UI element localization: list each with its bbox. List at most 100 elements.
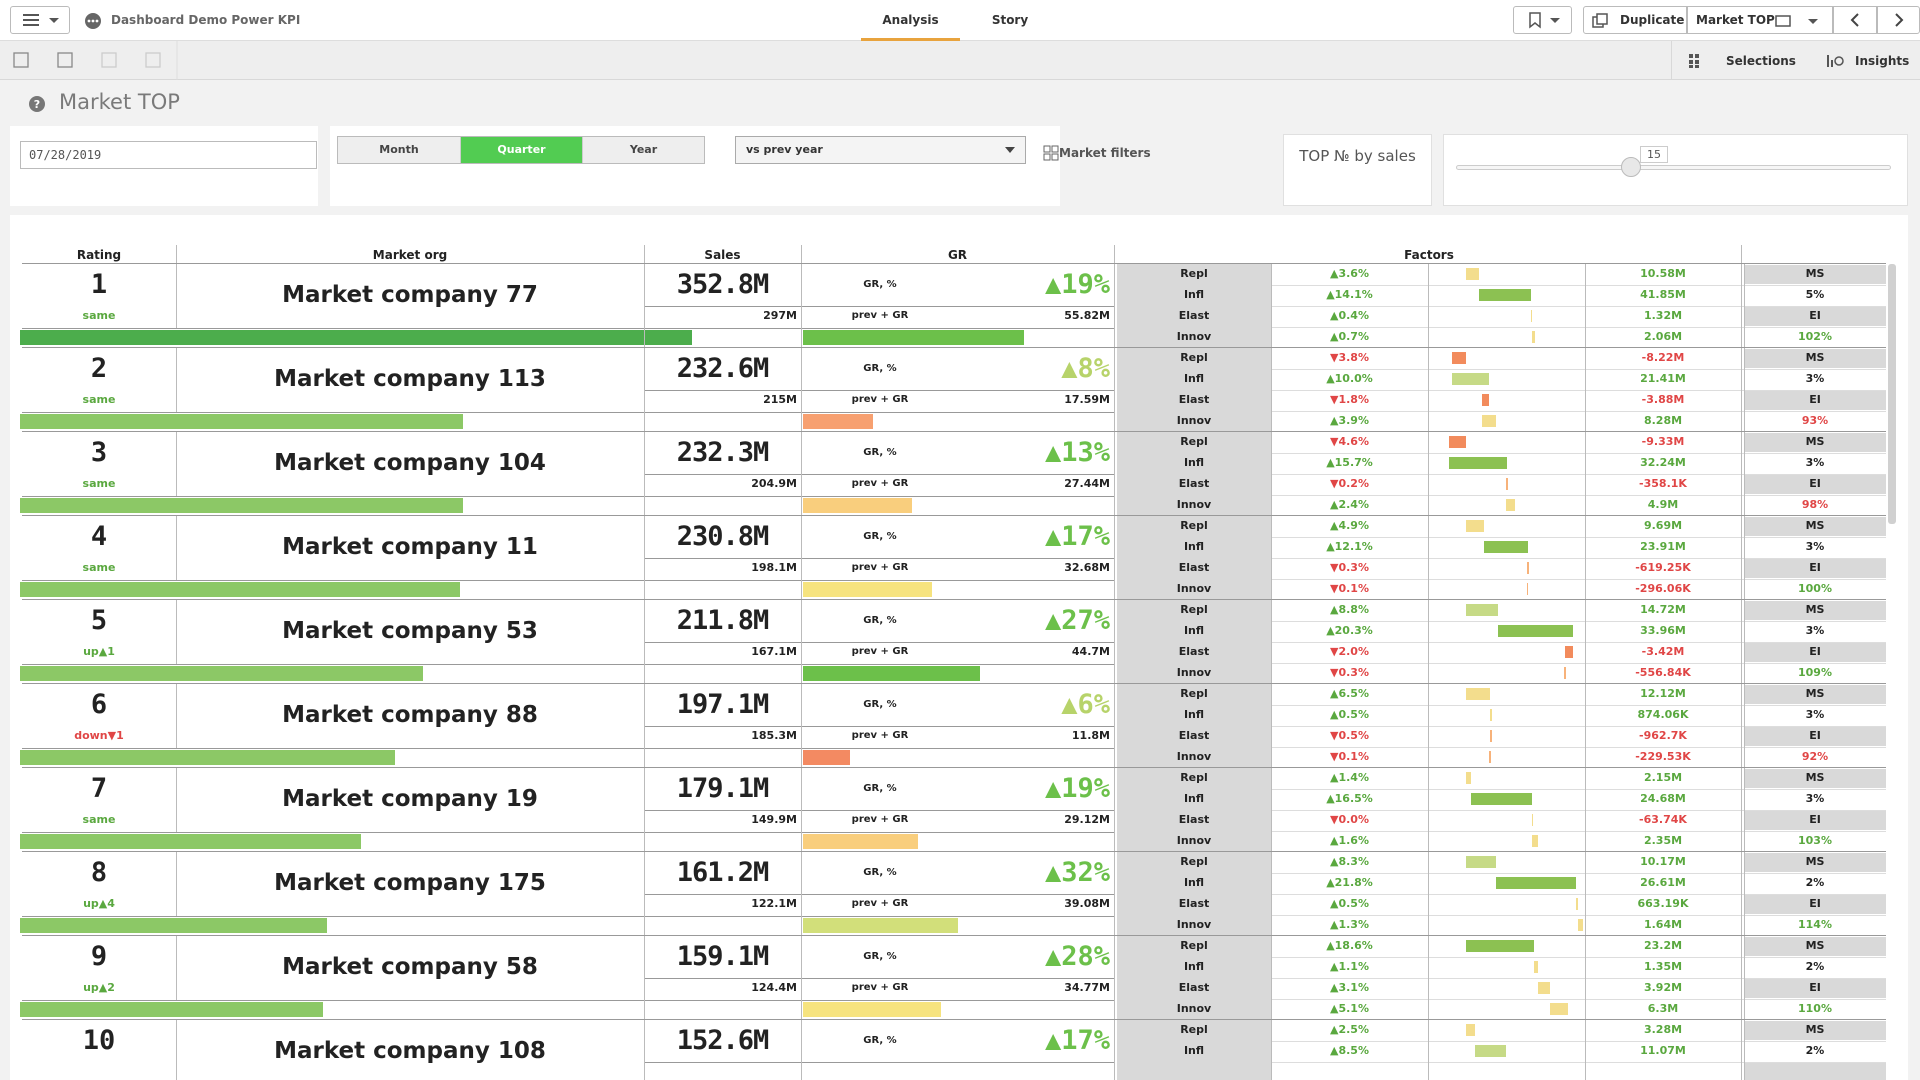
grid-line: [644, 810, 1114, 811]
grid-line: [1741, 1020, 1742, 1080]
ms-value: 3%: [1744, 452, 1886, 474]
factor-pct: ▲5.1%: [1271, 998, 1428, 1020]
selection-tools: [0, 41, 180, 80]
gr-bar: [803, 918, 958, 933]
grid-line: [1741, 684, 1742, 768]
grid-line: [1585, 516, 1586, 600]
date-input[interactable]: 07/28/2019: [20, 141, 317, 169]
tab-story[interactable]: Story: [960, 0, 1060, 41]
factor-value: 1.64M: [1585, 914, 1741, 936]
selections-button[interactable]: Selections: [1726, 54, 1796, 68]
rating-change: up▲4: [22, 893, 176, 915]
date-panel: 07/28/2019: [10, 126, 318, 206]
factor-bar: [1496, 877, 1576, 889]
grid-line: [1585, 432, 1586, 516]
gr-value: ▲6%: [960, 678, 1110, 732]
factor-bar: [1479, 289, 1531, 301]
grid-line: [1744, 936, 1745, 1020]
prev-sheet[interactable]: [1833, 6, 1877, 34]
gr-bar: [803, 750, 850, 765]
sheet-label: Market TOP: [1696, 13, 1775, 27]
gr-value: ▲32%: [960, 846, 1110, 900]
factor-value: 32.24M: [1585, 452, 1741, 474]
tab-analysis[interactable]: Analysis: [861, 0, 960, 41]
factor-bar: [1489, 751, 1491, 763]
ms-label: MS: [1744, 431, 1886, 453]
slider-thumb[interactable]: [1621, 157, 1641, 177]
gr-delta: 55.82M: [960, 305, 1110, 327]
grid-line: [176, 516, 177, 580]
factor-name: Repl: [1117, 935, 1271, 957]
factor-bar: [1482, 394, 1489, 406]
sales: 352.8M: [644, 258, 801, 312]
prev-sales: 149.9M: [644, 809, 797, 831]
factor-pct: ▲0.7%: [1271, 326, 1428, 348]
gr-delta: 32.68M: [960, 557, 1110, 579]
grid-line: [1114, 852, 1115, 936]
period-button[interactable]: Quarter: [460, 137, 582, 163]
grid-line: [644, 390, 1114, 391]
sheet-button[interactable]: Market TOP: [1687, 6, 1833, 34]
factor-name: Repl: [1117, 851, 1271, 873]
factor-pct: ▲16.5%: [1271, 788, 1428, 810]
factor-bar: [1498, 625, 1573, 637]
period-button[interactable]: Month: [338, 137, 460, 163]
factor-name: Innov: [1117, 578, 1271, 600]
factor-name: Repl: [1117, 683, 1271, 705]
grid-line: [1271, 936, 1272, 1020]
grid-line: [176, 936, 177, 1000]
grid-line: [1744, 432, 1745, 516]
factor-bar: [1466, 856, 1496, 868]
prev-gr-label: prev + GR: [820, 474, 940, 494]
market-filters[interactable]: Market filters: [1059, 146, 1151, 160]
gr-delta: 34.77M: [960, 977, 1110, 999]
toolbar: Selections Insights: [0, 41, 1920, 80]
company-name: Market company 88: [176, 692, 644, 738]
factor-pct: ▲2.5%: [1271, 1019, 1428, 1041]
factor-pct: ▲8.8%: [1271, 599, 1428, 621]
factor-bar: [1527, 562, 1529, 574]
next-sheet[interactable]: [1877, 6, 1920, 34]
factor-pct: ▼0.0%: [1271, 809, 1428, 831]
grid-line: [1585, 936, 1586, 1020]
ms-label: MS: [1744, 599, 1886, 621]
grid-line: [1114, 600, 1115, 684]
grid-line: [1271, 264, 1272, 348]
gr-bar: [803, 666, 980, 681]
ei-value: 100%: [1744, 578, 1886, 600]
rating: 1: [22, 258, 176, 312]
grid-line: [1741, 768, 1742, 852]
bookmark-button[interactable]: [1513, 6, 1572, 34]
company-name: Market company 108: [176, 1028, 644, 1074]
factor-name: Infl: [1117, 956, 1271, 978]
gr-bar: [803, 1002, 941, 1017]
grid-line: [644, 600, 645, 684]
factor-value: 3.92M: [1585, 977, 1741, 999]
menu-button[interactable]: [10, 6, 70, 34]
grid-line: [22, 748, 1114, 749]
grid-line: [801, 348, 802, 432]
grid-line: [1744, 768, 1745, 852]
grid-line: [22, 328, 1114, 329]
insights-button[interactable]: Insights: [1855, 54, 1909, 68]
compare-dropdown[interactable]: vs prev year: [735, 136, 1026, 164]
factor-value: 33.96M: [1585, 620, 1741, 642]
factor-bar: [1449, 457, 1507, 469]
factor-pct: ▲0.5%: [1271, 704, 1428, 726]
factor-value: -962.7K: [1585, 725, 1741, 747]
factor-name: Innov: [1117, 914, 1271, 936]
ms-label: MS: [1744, 1019, 1886, 1041]
prev-sales: 215M: [644, 389, 797, 411]
grid-line: [1271, 600, 1272, 684]
ms-label: MS: [1744, 347, 1886, 369]
gr-value: ▲17%: [960, 510, 1110, 564]
factor-name: Elast: [1117, 893, 1271, 915]
factor-name: Elast: [1117, 725, 1271, 747]
duplicate-button[interactable]: Duplicate: [1583, 6, 1687, 34]
app-logo: [84, 12, 102, 30]
grid-line: [1585, 684, 1586, 768]
grid-line: [1744, 600, 1745, 684]
period-button[interactable]: Year: [582, 137, 704, 163]
grid-line: [22, 664, 1114, 665]
